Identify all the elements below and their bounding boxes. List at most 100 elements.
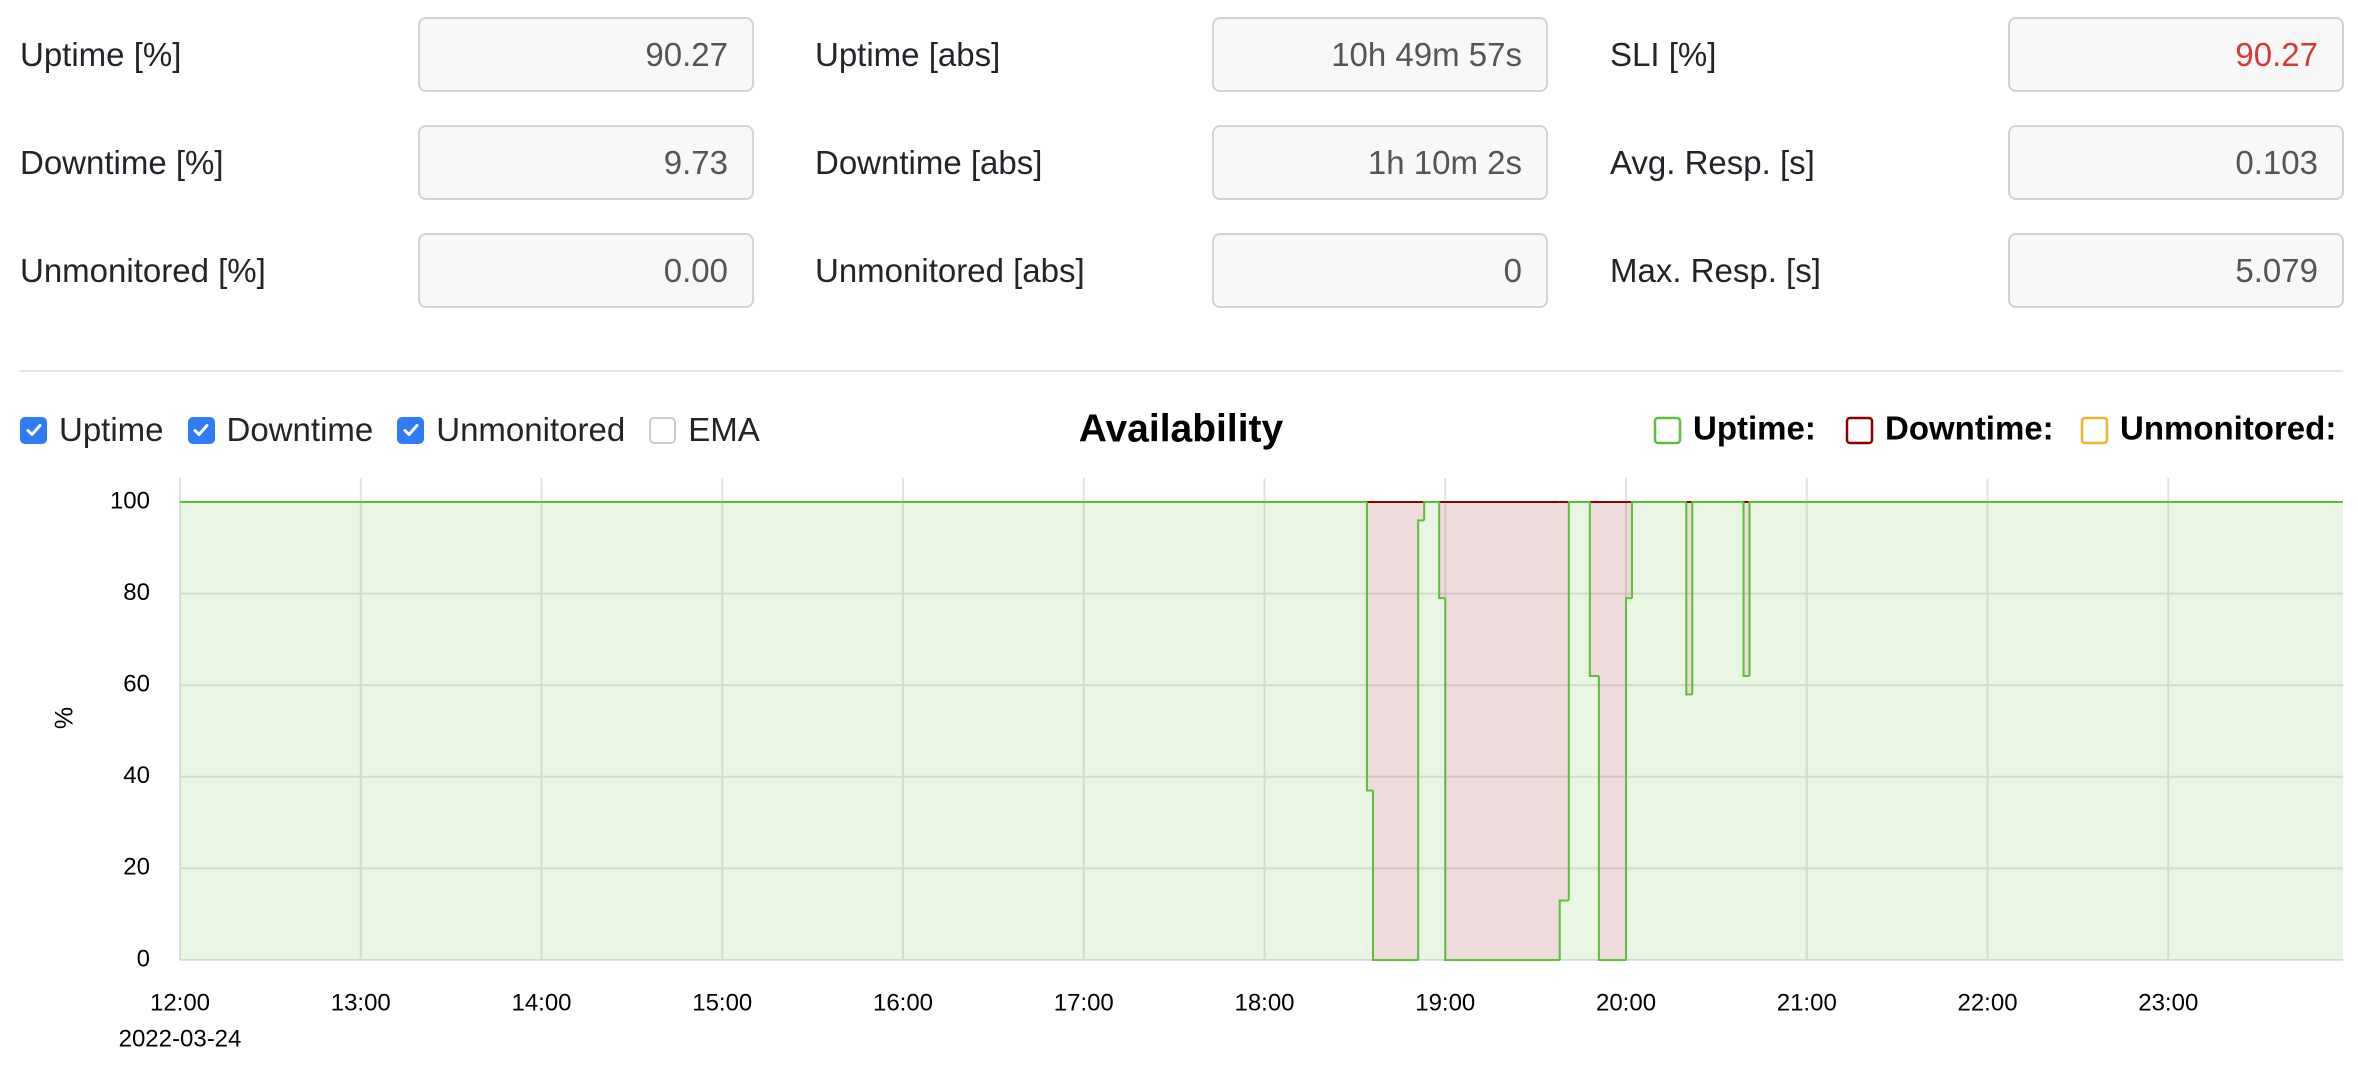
stat-label: Max. Resp. [s] <box>1610 252 1821 289</box>
x-tick-label: 17:00 <box>1054 989 1114 1016</box>
y-axis-label: % <box>51 707 79 729</box>
stat-label: Unmonitored [abs] <box>815 252 1085 289</box>
chart-title: Availability <box>1079 407 1284 450</box>
step-line <box>1567 501 1590 901</box>
y-tick-label: 100 <box>110 487 150 514</box>
checkbox[interactable] <box>20 416 47 444</box>
legend-label: Downtime: <box>1885 410 2054 447</box>
legend-label: Uptime: <box>1693 410 1816 447</box>
step-area <box>1598 502 1627 960</box>
step-area <box>1626 502 1633 599</box>
step-area <box>1366 790 1373 960</box>
y-tick-label: 80 <box>123 579 150 606</box>
toggle-label[interactable]: EMA <box>688 411 760 448</box>
step-area <box>1445 502 1560 960</box>
stat-label: Avg. Resp. [s] <box>1610 144 1815 181</box>
step-area <box>1626 598 1633 960</box>
separator <box>20 370 2343 372</box>
toggle-label[interactable]: Downtime <box>226 411 374 448</box>
step-line <box>1558 899 1569 960</box>
step-area <box>1749 502 2343 960</box>
legend-swatch <box>1845 416 1874 445</box>
toggle[interactable]: Unmonitored <box>397 411 625 449</box>
step-line <box>1417 519 1425 960</box>
step-area <box>1439 502 1446 599</box>
stat-value: 1h 10m 2s <box>1212 125 1548 200</box>
step-area <box>1439 598 1446 960</box>
step-area <box>1372 502 1419 960</box>
step-area <box>1589 502 1599 677</box>
checkbox[interactable] <box>397 416 425 444</box>
step-line <box>1691 501 1744 695</box>
step-line <box>1742 502 1750 678</box>
step-line <box>1365 502 1373 792</box>
stat-label: Downtime [abs] <box>815 144 1043 181</box>
stat-value: 5.079 <box>2008 233 2344 308</box>
step-area <box>1686 502 1693 695</box>
step-area <box>1418 502 1425 521</box>
step-area <box>1692 502 1744 960</box>
x-date-label: 2022-03-24 <box>119 1025 242 1052</box>
step-area <box>180 502 1367 960</box>
stat-value: 0.103 <box>2008 125 2344 200</box>
step-line <box>1597 676 1627 961</box>
step-area <box>1568 502 1590 960</box>
stat-label: Downtime [%] <box>20 144 224 181</box>
step-line <box>1748 501 2343 677</box>
legend-swatch <box>1653 416 1682 445</box>
legend-swatch <box>2080 416 2109 445</box>
x-tick-label: 18:00 <box>1234 989 1294 1016</box>
stat-value: 10h 49m 57s <box>1212 17 1548 92</box>
stat-value: 0 <box>1212 233 1548 308</box>
toggle[interactable]: EMA <box>649 411 760 449</box>
step-line <box>1444 598 1560 961</box>
stat-value: 9.73 <box>418 125 754 200</box>
step-area <box>1559 502 1569 901</box>
x-tick-label: 15:00 <box>692 989 752 1016</box>
step-line <box>1423 501 1440 521</box>
stat-value: 0.00 <box>418 233 754 308</box>
x-tick-label: 20:00 <box>1596 989 1656 1016</box>
y-tick-label: 0 <box>137 945 150 972</box>
step-area <box>1743 676 1750 960</box>
x-tick-label: 16:00 <box>873 989 933 1016</box>
step-line <box>1631 501 1687 599</box>
x-tick-label: 21:00 <box>1777 989 1837 1016</box>
step-area <box>1366 502 1373 791</box>
stat-value: 90.27 <box>418 17 754 92</box>
step-line <box>1371 790 1419 961</box>
stat-label: Uptime [abs] <box>815 36 1001 73</box>
stat-label: SLI [%] <box>1610 36 1717 73</box>
stat-label: Unmonitored [%] <box>20 252 266 289</box>
step-line <box>1438 502 1446 600</box>
stat-value: 90.27 <box>2008 17 2344 92</box>
y-tick-label: 20 <box>123 854 150 881</box>
legend-label: Unmonitored: <box>2120 410 2336 447</box>
toggle-label[interactable]: Unmonitored <box>436 411 626 448</box>
y-tick-label: 60 <box>123 671 150 698</box>
x-tick-label: 14:00 <box>511 989 571 1016</box>
x-tick-label: 12:00 <box>150 989 210 1016</box>
step-area <box>1418 520 1425 960</box>
checkbox[interactable] <box>187 416 215 444</box>
step-area <box>1589 676 1599 960</box>
y-tick-label: 40 <box>123 762 150 789</box>
x-tick-label: 13:00 <box>331 989 391 1016</box>
series-toggles: Uptime Downtime Unmonitored EMA <box>20 408 784 452</box>
toggle[interactable]: Uptime <box>20 411 164 449</box>
checkbox[interactable] <box>649 416 677 444</box>
x-tick-label: 22:00 <box>1957 989 2017 1016</box>
step-area <box>1632 502 1687 960</box>
step-line <box>1588 502 1599 678</box>
step-area <box>1686 694 1693 960</box>
step-line <box>1685 502 1693 696</box>
toggle[interactable]: Downtime <box>187 411 374 449</box>
toggle-label[interactable]: Uptime <box>59 411 164 448</box>
step-area <box>1424 502 1440 960</box>
stat-label: Uptime [%] <box>20 36 182 73</box>
step-area <box>1559 900 1569 960</box>
step-line <box>1625 597 1633 960</box>
x-tick-label: 19:00 <box>1415 989 1475 1016</box>
